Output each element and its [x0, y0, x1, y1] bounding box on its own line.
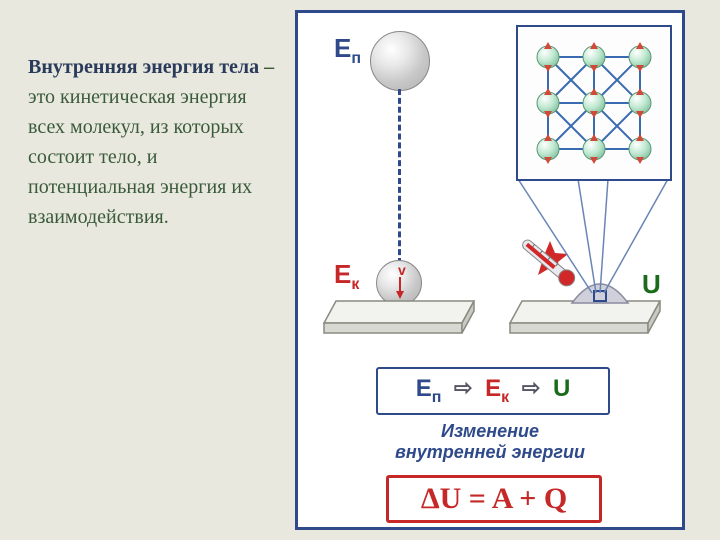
- label-Ek: Eк: [334, 259, 359, 294]
- label-Ep: Eп: [334, 33, 361, 68]
- flow-arrow-1-icon: ⇨: [454, 375, 472, 401]
- caption-line2: внутренней энергии: [298, 442, 682, 463]
- definition-text: Внутренняя энергия тела – это кинетическ…: [28, 52, 278, 232]
- label-Ep-sub: п: [351, 50, 361, 67]
- diagram-caption: Изменение внутренней энергии: [298, 421, 682, 463]
- top-ball: [370, 31, 430, 91]
- diagram-panel: Eп v Eк U: [295, 10, 685, 530]
- caption-line1: Изменение: [298, 421, 682, 442]
- label-Ep-letter: E: [334, 33, 351, 63]
- flow-Ep: Eп: [416, 375, 442, 402]
- definition-dash: –: [259, 56, 274, 78]
- molecules-lattice-icon: [518, 27, 670, 179]
- definition-title: Внутренняя энергия тела: [28, 56, 259, 78]
- velocity-arrow-icon: v: [390, 263, 410, 301]
- formula-text: ΔU = A + Q: [421, 482, 567, 515]
- label-Ek-letter: E: [334, 259, 351, 289]
- trajectory-dashed: [398, 89, 401, 264]
- flow-U: U: [553, 375, 570, 402]
- flow-Ek: Eк: [485, 375, 509, 402]
- platform-left: [320, 299, 480, 343]
- label-Ek-sub: к: [351, 276, 359, 293]
- molecules-box: [516, 25, 672, 181]
- svg-text:v: v: [398, 263, 406, 278]
- formula-box: ΔU = A + Q: [386, 475, 602, 523]
- energy-flow-box: Eп ⇨ Eк ⇨ U: [376, 367, 610, 415]
- flow-arrow-2-icon: ⇨: [522, 375, 540, 401]
- definition-body: это кинетическая энергия всех молекул, и…: [28, 86, 252, 228]
